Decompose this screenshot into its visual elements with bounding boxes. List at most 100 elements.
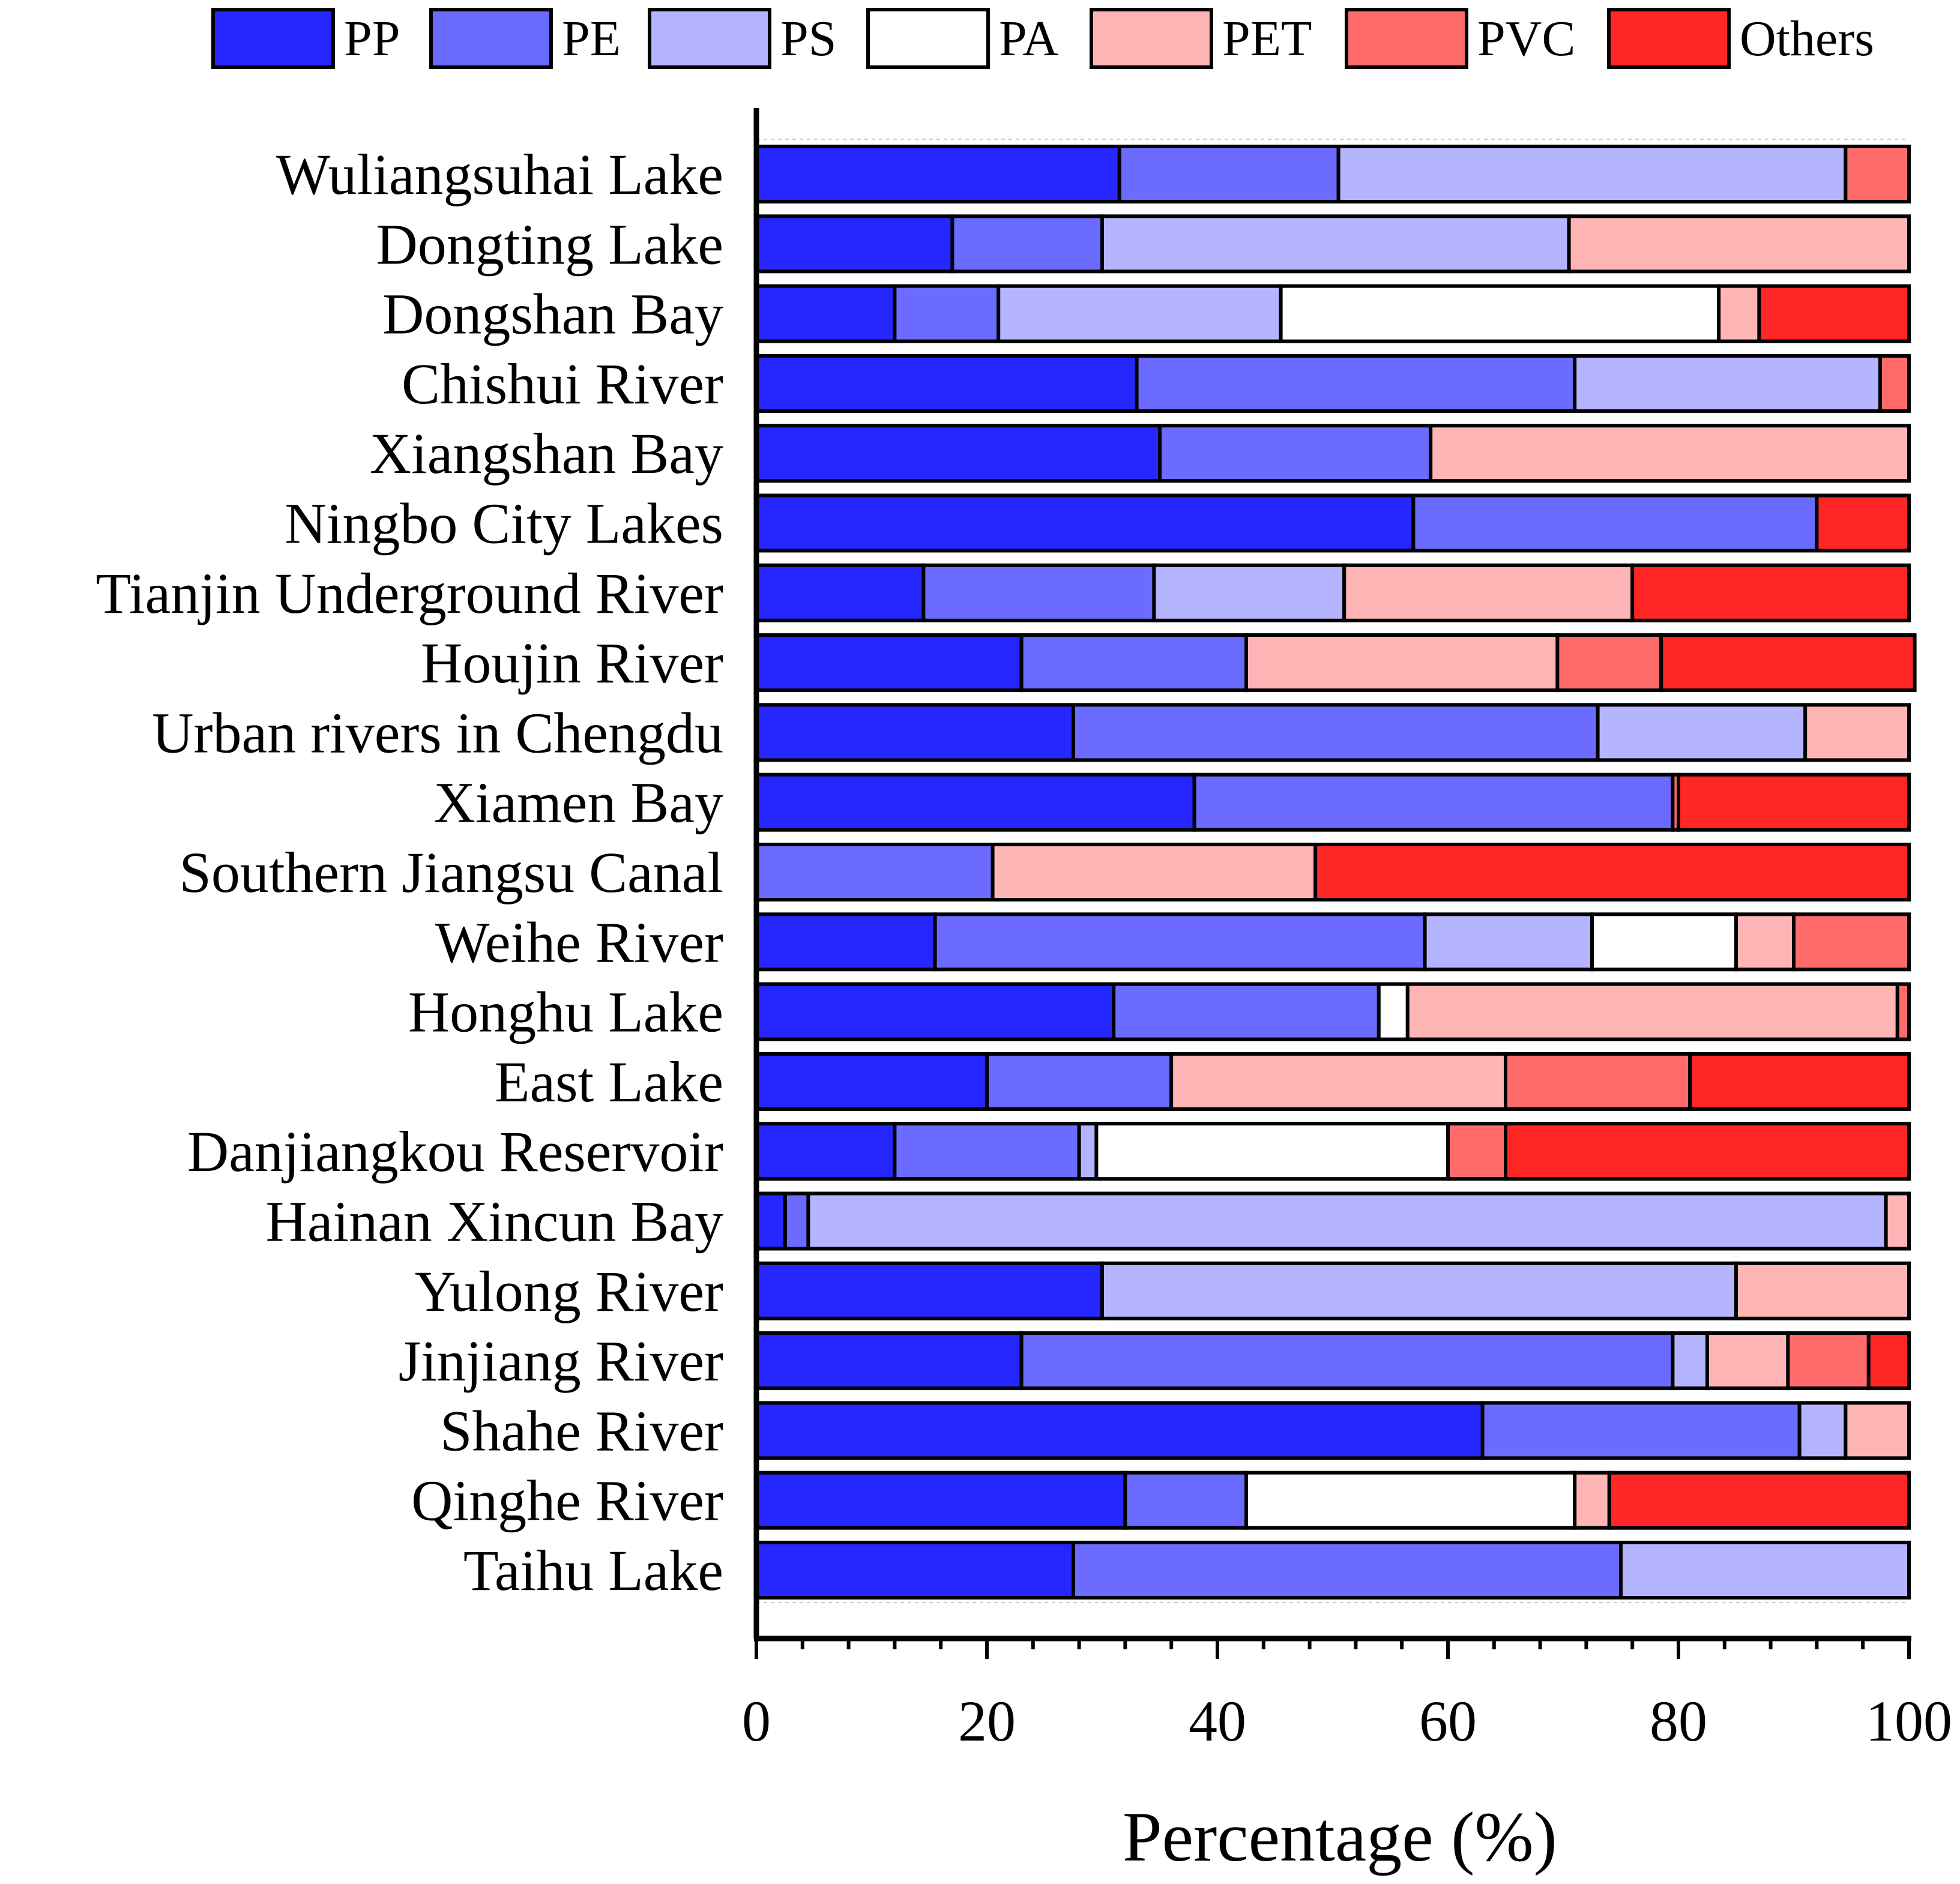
bar-segment-pp [755,563,926,622]
bar-segment-ps [1423,912,1594,972]
y-tick-label: Honghu Lake [408,980,723,1044]
bar-row [755,772,1911,832]
y-tick-label: Hainan Xincun Bay [266,1190,723,1254]
y-tick-label: Xiamen Bay [433,771,723,835]
bar-segment-pe [1019,633,1248,693]
legend-label: Others [1740,11,1874,67]
bar-segment-ps [1596,703,1808,762]
bar-segment-pe [1072,1541,1623,1600]
bar-segment-others [1607,1470,1911,1530]
bar-segment-pe [1480,1401,1802,1460]
bar-segment-pp [755,1470,1127,1530]
bar-segment-others [1757,284,1911,343]
legend-swatch [1090,8,1213,69]
x-tick-label: 100 [1866,1689,1952,1753]
y-tick-label: Weihe River [435,910,723,974]
legend-swatch [429,8,553,69]
bar-segment-pe [985,1052,1174,1111]
bar-row [755,563,1911,622]
bar-row [755,145,1911,203]
bar-row [755,912,1911,972]
bar-segment-pp [755,912,937,972]
bar-segment-pp [755,493,1416,553]
bar-segment-pet [1734,912,1796,972]
bar-segment-pe [755,843,995,901]
bar-segment-others [1815,493,1911,553]
bar-segment-pp [755,1401,1485,1460]
bar-segment-pvc [1895,982,1911,1041]
legend-swatch [648,8,771,69]
y-tick-label: Taihu Lake [463,1538,723,1603]
y-tick-label: Southern Jiangsu Canal [179,840,723,904]
bar-row [755,424,1911,483]
legend-swatch [1607,8,1731,69]
legend-label: PET [1222,11,1312,67]
bar-segment-pp [755,703,1075,762]
legend-item-pvc: PVC [1345,8,1575,69]
bar-segment-pp [755,354,1139,413]
bar-segment-pe [1411,493,1819,553]
bar-row [755,354,1911,413]
legend-label: PA [999,11,1059,67]
bar-segment-ps [1077,1122,1099,1181]
bar-segment-pe [1112,982,1381,1041]
bar-segment-pp [755,424,1162,483]
legend-label: PP [344,11,400,67]
bar-segment-pet [1803,703,1911,762]
bar-segment-pet [1717,284,1761,343]
legend-label: PS [780,11,836,67]
bar-segment-pa [1094,1122,1450,1181]
bar-row [755,1470,1911,1530]
bar-segment-pet [1884,1191,1911,1251]
bar-row [755,493,1911,553]
bar-segment-pp [755,982,1116,1041]
legend-label: PVC [1477,11,1575,67]
bar-segment-pe [921,563,1156,622]
bar-segment-pvc [1878,354,1911,413]
bar-segment-others [1866,1331,1911,1391]
bar-row [755,1401,1911,1460]
y-tick-label: Xiangshan Bay [370,421,723,486]
bar-segment-pp [755,633,1024,693]
bar-row [755,982,1911,1041]
bar-segment-ps [1100,1261,1738,1320]
bar-segment-pet [1342,563,1635,622]
y-tick-label: Urban rivers in Chengdu [152,700,723,765]
bar-segment-pe [893,1122,1081,1181]
bar-segment-pp [755,1331,1024,1391]
bar-segment-pet [1573,1470,1611,1530]
bar-segment-ps [1100,214,1571,274]
bar-row [755,1541,1911,1600]
bar-segment-pet [1405,982,1899,1041]
bar-row [755,1122,1911,1181]
y-tick-label: Chishui River [402,352,723,416]
legend: PP PE PS PA PET PVC Others [211,8,1874,69]
bar-segment-pet [1567,214,1911,274]
bar-segment-pp [755,1122,897,1181]
bar-segment-pe [1117,145,1340,203]
bar-segment-pp [755,1191,787,1251]
bar-row [755,1191,1911,1251]
x-tick-label: 40 [1189,1689,1246,1753]
y-tick-label: Jinjiang River [399,1329,723,1393]
bar-segment-pvc [1555,633,1663,693]
plot-area [755,139,1917,1603]
legend-label: PE [562,11,621,67]
legend-item-pe: PE [429,8,621,69]
x-tick-label: 0 [742,1689,771,1753]
bar-segment-pp [755,1541,1075,1600]
bar-row [755,284,1911,343]
y-tick-label: Qinghe River [411,1469,723,1533]
x-tick-label: 20 [958,1689,1016,1753]
bar-segment-ps [806,1191,1888,1251]
y-tick-label: Tianjin Underground River [96,561,723,625]
y-tick-label: Houjin River [421,631,723,695]
bar-segment-ps [1336,145,1848,203]
bar-segment-pp [755,214,954,274]
y-tick-label: Dongshan Bay [382,282,723,346]
bar-segment-ps [1152,563,1346,622]
bar-segment-pet [1169,1052,1507,1111]
legend-swatch [1345,8,1468,69]
bar-segment-pp [755,145,1121,203]
legend-item-pp: PP [211,8,400,69]
